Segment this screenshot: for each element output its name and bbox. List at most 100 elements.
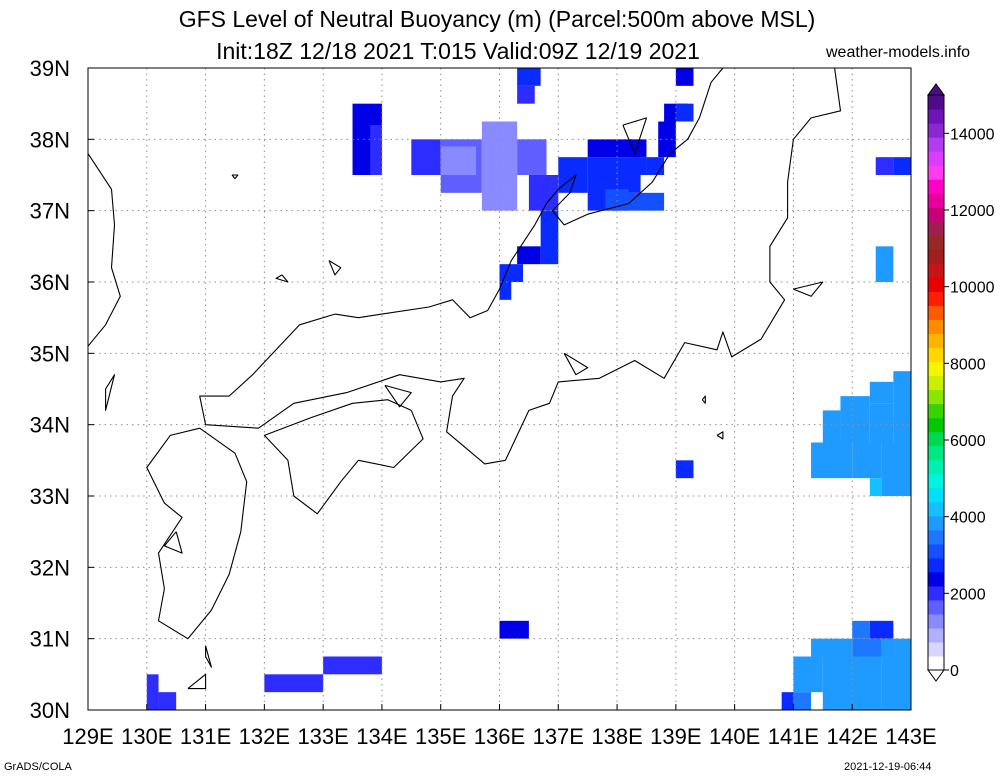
footer-timestamp: 2021-12-19-06:44 [844,761,932,773]
buoyancy-cell [323,656,382,675]
lon-tick-label: 130E [121,724,172,749]
lat-tick-label: 39N [30,56,70,81]
colorbar-label: 10000 [950,280,995,297]
buoyancy-cell [517,85,535,104]
coastline [87,153,121,347]
colorbar-swatch [928,151,944,166]
lon-tick-label: 140E [709,724,760,749]
colorbar-outline [927,94,945,671]
buoyancy-cell [893,371,911,443]
colorbar-swatch [928,193,944,208]
coastline [105,374,116,411]
colorbar-swatch [928,613,944,629]
buoyancy-cell [146,674,159,710]
colorbar-swatch [928,333,944,349]
colorbar-swatch [928,459,944,475]
lon-tick-label: 143E [885,724,936,749]
buoyancy-cell [811,638,853,657]
lon-tick-label: 129E [62,724,113,749]
colorbar-label: 0 [950,663,959,680]
buoyancy-cell [852,620,870,639]
buoyancy-cell [411,139,441,175]
colorbar-swatch [928,445,944,461]
coastline [716,431,724,440]
coastline [793,281,824,297]
lat-tick-label: 37N [30,199,70,224]
colorbar-swatch [928,123,944,138]
lon-tick-label: 138E [591,724,642,749]
buoyancy-cell [440,146,476,175]
colorbar-min-arrow [927,669,945,682]
buoyancy-field-layer [146,68,911,710]
colorbar-swatch [928,347,944,363]
colorbar-swatch [928,557,944,573]
lon-tick-label: 131E [180,724,231,749]
buoyancy-cell [793,692,812,710]
longitude-labels: 129E 130E 131E 132E 133E 134E 135E 136E 137E 138E… [62,704,937,749]
lon-tick-label: 137E [533,724,584,749]
lat-tick-label: 35N [30,341,70,366]
colorbar-swatch [928,305,944,320]
buoyancy-cell [617,192,665,211]
lon-tick-label: 133E [297,724,348,749]
site-credit: weather-models.info [826,44,971,61]
coastline [187,673,207,690]
colorbar-swatch [928,599,944,615]
buoyancy-cell [646,157,665,175]
colorbar-swatch [928,249,944,264]
colorbar-swatch [928,543,944,559]
buoyancy-cell [869,403,894,443]
buoyancy-cell [517,68,541,86]
lon-tick-label: 136E [474,724,525,749]
colorbar-swatch [928,291,944,306]
buoyancy-cell [558,157,588,193]
lat-tick-label: 33N [30,484,70,509]
buoyancy-cell [881,656,911,710]
colorbar-swatch [928,389,944,405]
buoyancy-cell [499,620,529,639]
buoyancy-cell [875,246,894,282]
buoyancy-cell [528,175,559,211]
lon-tick-label: 141E [768,724,819,749]
lon-tick-label: 134E [356,724,407,749]
colorbar-label: 14000 [950,126,995,143]
buoyancy-cell [675,68,694,86]
coastline [622,117,648,155]
lat-tick-label: 38N [30,127,70,152]
coastline [384,384,412,408]
map-title-line2: Init:18Z 12/18 2021 T:015 Valid:09Z 12/1… [216,38,700,64]
lon-tick-label: 135E [415,724,466,749]
coastline [701,395,706,404]
lon-tick-label: 142E [827,724,878,749]
colorbar-swatch [928,501,944,517]
colorbar-label: 12000 [950,203,995,220]
colorbar-swatch [928,641,944,657]
coastline-layer [87,67,842,690]
colorbar-swatch [928,235,944,250]
coastline [146,427,248,640]
buoyancy-cell [869,620,894,639]
buoyancy-cell [881,638,911,657]
colorbar-swatch [928,487,944,503]
coastline [328,260,342,276]
lat-tick-label: 32N [30,555,70,580]
colorbar-label: 4000 [950,510,986,527]
buoyancy-cell [811,442,853,479]
buoyancy-cell [634,157,647,175]
buoyancy-cell [893,157,911,175]
coastline [275,274,289,283]
colorbar-swatch [928,515,944,531]
lat-tick-label: 31N [30,627,70,652]
buoyancy-cell [587,139,635,158]
lat-tick-label: 34N [30,413,70,438]
colorbar-swatch [928,473,944,489]
buoyancy-cell [869,381,894,404]
buoyancy-cell [499,282,512,300]
colorbar-swatch [928,375,944,391]
colorbar-swatch [928,319,944,335]
buoyancy-cell [822,410,841,443]
coastline [199,67,842,465]
colorbar-label: 8000 [950,356,986,373]
lon-tick-label: 139E [650,724,701,749]
